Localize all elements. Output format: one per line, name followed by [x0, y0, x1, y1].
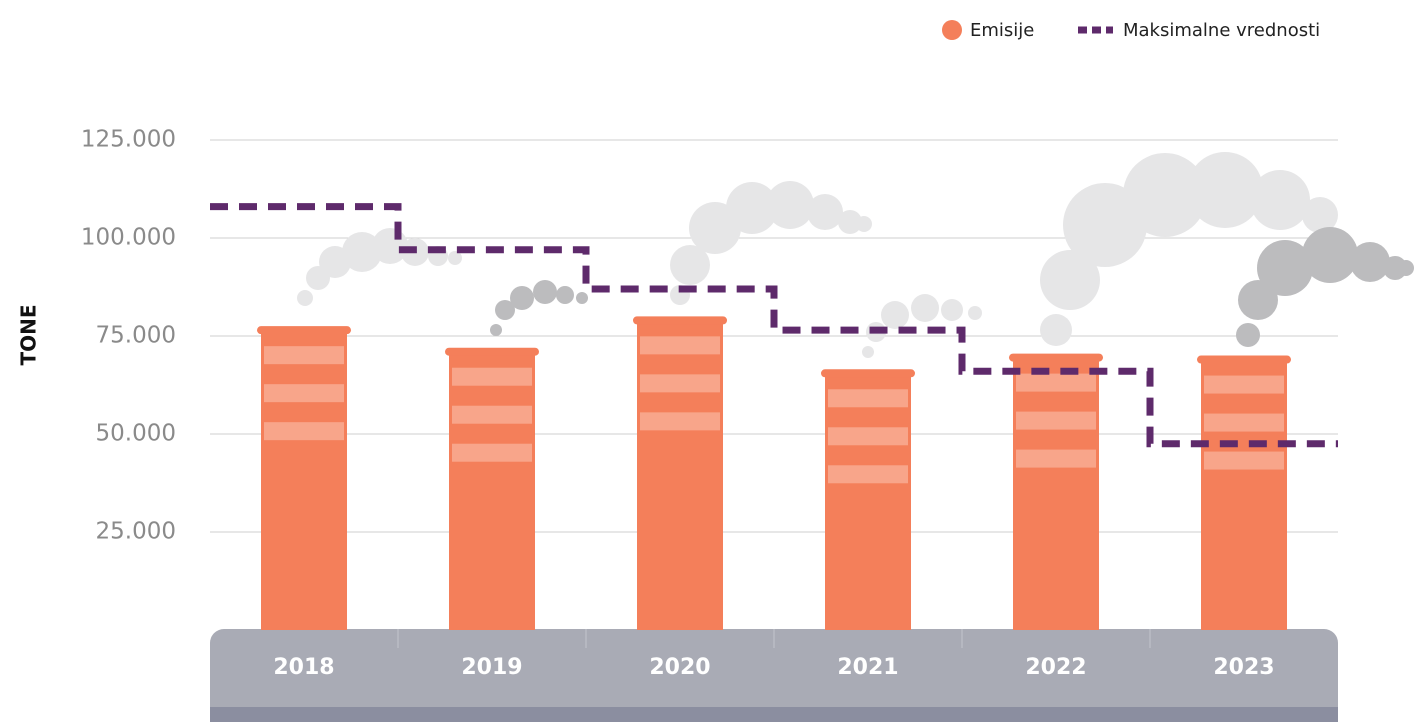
bar-stripe: [640, 412, 720, 430]
bar-stripe: [452, 368, 532, 386]
bar-cap: [633, 316, 727, 324]
bar: [825, 371, 911, 630]
bar-stripe: [452, 444, 532, 462]
bar: [261, 328, 347, 630]
y-tick-label: 100.000: [81, 225, 176, 251]
bar: [1201, 358, 1287, 630]
bar-stripe: [828, 465, 908, 483]
bar-stripe: [1204, 414, 1284, 432]
x-tick-label: 2018: [273, 655, 334, 680]
y-tick-label: 125.000: [81, 127, 176, 153]
x-tick-label: 2022: [1025, 655, 1086, 680]
bar-cap: [445, 348, 539, 356]
bar-stripe: [828, 389, 908, 407]
bar: [449, 350, 535, 630]
bar-stripe: [1204, 376, 1284, 394]
bar-stripe: [264, 422, 344, 440]
legend-swatch: [942, 20, 962, 40]
bar-stripe: [1016, 450, 1096, 468]
bar-cap: [1009, 354, 1103, 362]
x-tick-label: 2023: [1213, 655, 1274, 680]
bar-stripe: [452, 406, 532, 424]
y-tick-label: 50.000: [96, 421, 176, 447]
x-tick-label: 2020: [649, 655, 710, 680]
bar-stripe: [1016, 374, 1096, 392]
legend-label: Maksimalne vrednosti: [1123, 20, 1320, 41]
x-tick-label: 2019: [461, 655, 522, 680]
bar-cap: [821, 369, 915, 377]
bar-cap: [1197, 356, 1291, 364]
bar-stripe: [1204, 452, 1284, 470]
y-tick-label: 25.000: [96, 519, 176, 545]
legend-label: Emisije: [970, 20, 1034, 41]
y-tick-label: 75.000: [96, 323, 176, 349]
bar: [1013, 356, 1099, 630]
bar-stripe: [640, 374, 720, 392]
bar-cap: [257, 326, 351, 334]
axis-band-base: [210, 707, 1338, 722]
y-axis-title: TONE: [17, 304, 41, 365]
bar-stripe: [264, 384, 344, 402]
x-tick-label: 2021: [837, 655, 898, 680]
chart: TONE 25.000 50.000 75.000 100.000 125.000 201…: [0, 0, 1416, 722]
bar-stripe: [264, 346, 344, 364]
bar: [637, 318, 723, 630]
bar-stripe: [640, 336, 720, 354]
bar-stripe: [1016, 412, 1096, 430]
bar-stripe: [828, 427, 908, 445]
